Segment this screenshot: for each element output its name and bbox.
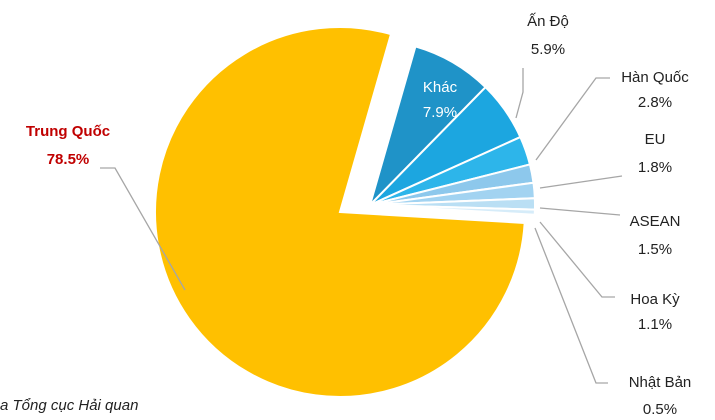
slice-label: Khác	[423, 79, 458, 96]
slice-value: 1.8%	[638, 159, 672, 176]
slice-value: 2.8%	[638, 94, 672, 111]
slice-label: Nhật Bản	[629, 374, 692, 391]
pie-slice	[369, 204, 536, 216]
leader-line	[539, 207, 621, 216]
pie-slice	[154, 26, 526, 398]
slice-label: ASEAN	[630, 213, 681, 230]
slice-value: 78.5%	[47, 151, 90, 168]
slice-value: 5.9%	[531, 41, 565, 58]
source-note: a Tổng cục Hải quan	[0, 397, 138, 414]
slice-label: Ấn Độ	[527, 13, 569, 30]
leader-line	[534, 227, 608, 384]
slice-value: 1.5%	[638, 241, 672, 258]
leader-line	[535, 77, 610, 161]
slice-label: Hoa Kỳ	[630, 291, 680, 308]
leader-line	[539, 175, 623, 189]
slice-value: 7.9%	[423, 104, 457, 121]
slice-value: 0.5%	[643, 401, 677, 418]
leader-line	[515, 68, 524, 119]
leader-line	[100, 167, 186, 291]
leader-line	[539, 221, 615, 298]
slice-label: Hàn Quốc	[621, 69, 689, 86]
slice-label: Trung Quốc	[26, 123, 110, 140]
slice-value: 1.1%	[638, 316, 672, 333]
slice-label: EU	[645, 131, 666, 148]
